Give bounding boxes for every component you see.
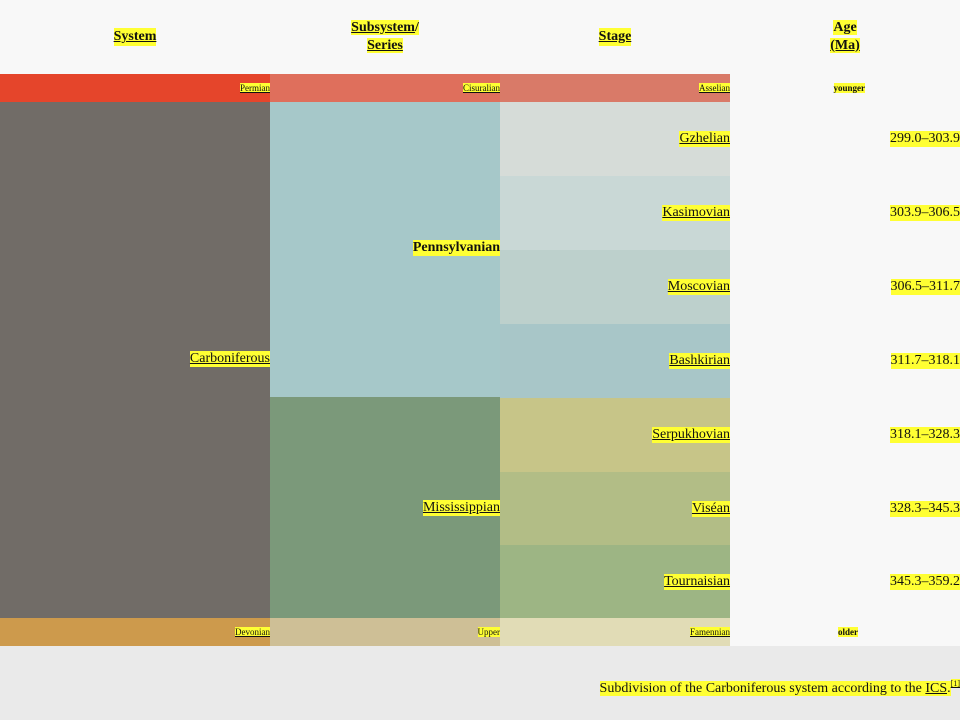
reference-link[interactable]: [1] xyxy=(950,679,960,688)
row-permian: Permian Cisuralian Asselian younger xyxy=(0,74,960,102)
older-label: older xyxy=(838,627,858,637)
pennsylvanian-label[interactable]: Pennsylvanian xyxy=(412,240,500,256)
upper-label[interactable]: Upper xyxy=(477,627,500,637)
bashkirian-link[interactable]: Bashkirian xyxy=(669,353,730,369)
header-subsystem[interactable]: Subsystem/ Series xyxy=(270,0,500,74)
age-tournaisian: 345.3–359.2 xyxy=(730,545,960,618)
header-stage[interactable]: Stage xyxy=(500,0,730,74)
kasimovian-link[interactable]: Kasimovian xyxy=(662,205,730,221)
header-ma-link[interactable]: (Ma) xyxy=(830,38,860,53)
tournaisian-link[interactable]: Tournaisian xyxy=(664,573,730,590)
table-header: System Subsystem/ Series Stage Age (Ma) xyxy=(0,0,960,74)
carboniferous-link[interactable]: Carboniferous xyxy=(189,351,270,367)
moscovian-link[interactable]: Moscovian xyxy=(667,279,730,295)
age-visean: 328.3–345.3 xyxy=(730,472,960,546)
age-value: 345.3–359.2 xyxy=(890,573,960,590)
cell-asselian[interactable]: Asselian xyxy=(500,74,730,102)
header-stage-label[interactable]: Stage xyxy=(598,28,632,46)
stage-tournaisian[interactable]: Tournaisian xyxy=(500,545,730,618)
age-value: 299.0–303.9 xyxy=(890,131,960,147)
serpukhovian-link[interactable]: Serpukhovian xyxy=(652,427,730,443)
age-moscovian: 306.5–311.7 xyxy=(730,250,960,324)
header-subsystem-link[interactable]: Subsystem xyxy=(351,20,415,35)
famennian-link[interactable]: Famennian xyxy=(690,627,730,637)
age-gzhelian: 299.0–303.9 xyxy=(730,102,960,176)
ics-link[interactable]: ICS xyxy=(925,680,948,696)
stage-kasimovian[interactable]: Kasimovian xyxy=(500,176,730,250)
subsystem-mississippian[interactable]: Mississippian xyxy=(270,397,500,618)
header-system-label[interactable]: System xyxy=(113,28,157,46)
cell-devonian[interactable]: Devonian xyxy=(0,618,270,646)
age-value: 303.9–306.5 xyxy=(890,205,960,221)
age-bashkirian: 311.7–318.1 xyxy=(730,324,960,398)
header-system[interactable]: System xyxy=(0,0,270,74)
header-series-link[interactable]: Series xyxy=(367,38,403,53)
header-age: Age (Ma) xyxy=(730,0,960,74)
cell-permian[interactable]: Permian xyxy=(0,74,270,102)
age-value: 328.3–345.3 xyxy=(890,501,960,517)
gzhelian-link[interactable]: Gzhelian xyxy=(679,131,730,147)
younger-label: younger xyxy=(833,83,865,93)
age-value: 318.1–328.3 xyxy=(890,427,960,443)
mississippian-link[interactable]: Mississippian xyxy=(422,500,500,516)
caption-body: Subdivision of the Carboniferous system … xyxy=(599,680,926,696)
devonian-link[interactable]: Devonian xyxy=(235,627,270,637)
row-devonian: Devonian Upper Famennian older xyxy=(0,618,960,646)
cell-famennian[interactable]: Famennian xyxy=(500,618,730,646)
visean-link[interactable]: Viséan xyxy=(691,501,730,517)
stage-moscovian[interactable]: Moscovian xyxy=(500,250,730,324)
caption-period: . xyxy=(947,680,951,696)
subsystem-pennsylvanian[interactable]: Pennsylvanian xyxy=(270,102,500,397)
caption-text: Subdivision of the Carboniferous system … xyxy=(599,676,960,697)
header-subsystem-slash: / xyxy=(414,20,419,35)
permian-link[interactable]: Permian xyxy=(240,83,270,93)
header-age-label: Age xyxy=(833,20,857,35)
table-caption: Subdivision of the Carboniferous system … xyxy=(0,646,960,720)
stage-serpukhovian[interactable]: Serpukhovian xyxy=(500,398,730,472)
age-value: 306.5–311.7 xyxy=(890,279,960,295)
cisuralian-link[interactable]: Cisuralian xyxy=(463,83,500,93)
stage-visean[interactable]: Viséan xyxy=(500,472,730,546)
cell-upper[interactable]: Upper xyxy=(270,618,500,646)
cell-older: older xyxy=(730,618,858,646)
asselian-link[interactable]: Asselian xyxy=(699,83,730,93)
cell-cisuralian[interactable]: Cisuralian xyxy=(270,74,500,102)
age-serpukhovian: 318.1–328.3 xyxy=(730,398,960,472)
cell-younger: younger xyxy=(730,74,865,102)
stage-gzhelian[interactable]: Gzhelian xyxy=(500,102,730,176)
age-kasimovian: 303.9–306.5 xyxy=(730,176,960,250)
age-value: 311.7–318.1 xyxy=(890,353,960,369)
system-carboniferous[interactable]: Carboniferous xyxy=(0,102,270,618)
stage-bashkirian[interactable]: Bashkirian xyxy=(500,324,730,398)
